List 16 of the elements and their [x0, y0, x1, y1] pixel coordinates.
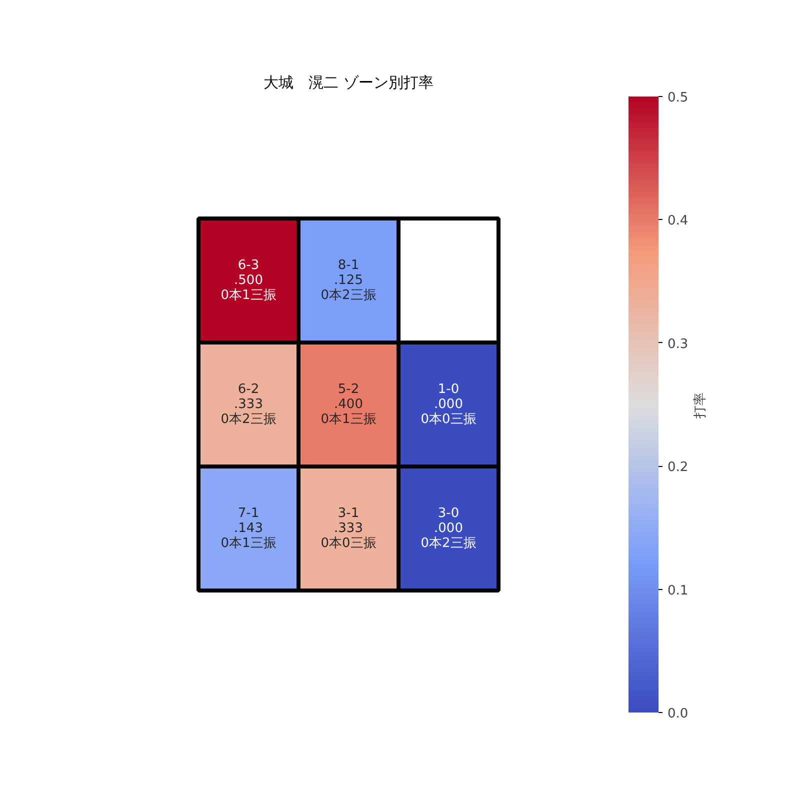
data-label: 8-1 .125 0本2三振: [320, 258, 376, 303]
color-bar-label: 0.2: [668, 460, 688, 476]
data-label: 1-0 .000 0本0三振: [420, 382, 476, 427]
data-label: 6-3 .500 0本1三振: [220, 258, 276, 303]
color-bar-label: 0.5: [668, 90, 688, 106]
data-label: 3-0 .000 0本2三振: [420, 506, 476, 551]
color-bar-title: 打率: [692, 392, 708, 420]
data-label: 5-2 .400 0本1三振: [320, 382, 376, 427]
data-label: 7-1 .143 0本1三振: [220, 506, 276, 551]
color-bar-label: 0.1: [668, 583, 688, 598]
data-label: 3-1 .333 0本0三振: [320, 506, 376, 551]
color-bar-label: 0.0: [668, 706, 688, 722]
color-bar-label: 0.4: [668, 214, 688, 229]
color-bar-label: 0.3: [668, 336, 688, 352]
chart-title: 大城 滉二 ゾーン別打率: [264, 74, 434, 92]
data-label: 6-2 .333 0本2三振: [220, 382, 276, 427]
